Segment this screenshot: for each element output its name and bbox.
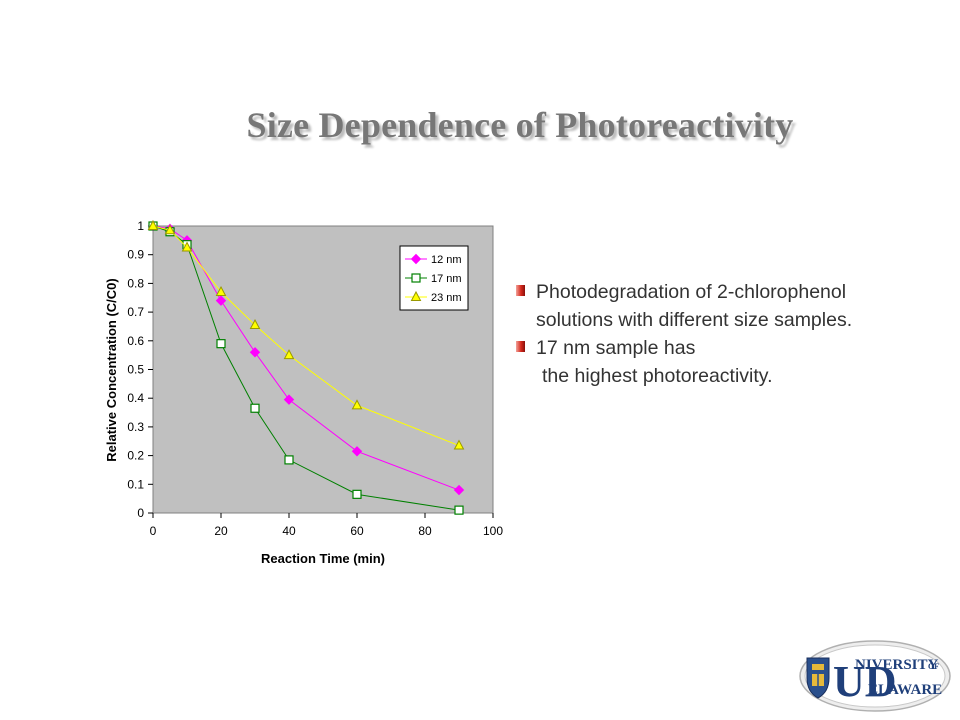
data-point: [351, 446, 363, 457]
data-point: [454, 505, 464, 515]
line-chart: 0 20 40 60 80 100 0 0.1 0.2 0.3 0.4 0.5 0.6 0.7 0.8 0.9…: [104, 219, 503, 566]
bullet-text-line: solutions with different size samples.: [536, 309, 853, 331]
y-tick-label: 0.8: [127, 276, 144, 290]
bullet-text-line: the highest photoreactivity.: [542, 365, 773, 387]
x-tick-label: 20: [214, 524, 228, 538]
x-tick-label: 80: [418, 524, 432, 538]
data-point: [284, 455, 294, 465]
data-point: [453, 484, 465, 496]
x-tick-label: 100: [483, 524, 503, 538]
data-point: [453, 439, 465, 450]
legend-item: 17 nm: [405, 273, 462, 285]
bullet-text-line: Photodegradation of 2-chlorophenol: [536, 281, 847, 303]
logo-text-of: OF: [928, 662, 939, 671]
red-bullet-icon: [516, 285, 525, 296]
data-point: [352, 489, 362, 499]
red-bullet-icon: [516, 341, 525, 352]
y-tick-label: 0.3: [127, 420, 144, 434]
data-point: [283, 349, 295, 360]
y-tick-label: 0.7: [127, 305, 144, 319]
y-tick-label: 0.2: [127, 449, 144, 463]
logo-text-university: NIVERSITY: [855, 657, 939, 673]
legend: 12 nm 17 nm 23 nm: [399, 245, 469, 311]
y-tick-label: 1: [137, 219, 144, 233]
series-layer: [147, 219, 465, 515]
legend-label: 12 nm: [431, 254, 462, 266]
bullet-item: 17 nm sample has the highest photoreacti…: [516, 334, 946, 390]
y-tick-label: 0.4: [127, 391, 144, 405]
y-tick-label: 0.5: [127, 363, 144, 377]
data-point: [249, 347, 261, 358]
data-point: [249, 318, 261, 330]
data-point: [181, 241, 193, 252]
data-point: [147, 219, 159, 230]
axes: 0 20 40 60 80 100 0 0.1 0.2 0.3 0.4 0.5 0.6 0.7 0.8 0.9…: [127, 219, 503, 538]
bullet-item: Photodegradation of 2-chlorophenol solut…: [516, 278, 946, 334]
legend-item: 12 nm: [405, 253, 462, 266]
legend-marker: [410, 253, 422, 265]
data-point: [215, 285, 227, 297]
slide-title: Size Dependence of Photoreactivity: [246, 105, 794, 145]
logo-text-delaware: ELAWARE: [868, 682, 942, 698]
x-tick-label: 40: [282, 524, 296, 538]
y-axis-label: Relative Concentration (C/C0): [104, 278, 119, 461]
data-point: [283, 394, 295, 405]
legend-marker: [410, 290, 422, 301]
shield-icon: [806, 657, 830, 699]
legend-marker: [411, 273, 421, 283]
data-point: [215, 295, 227, 306]
legend-label: 17 nm: [431, 273, 462, 285]
legend-item: 23 nm: [405, 290, 462, 304]
bullet-list: Photodegradation of 2-chlorophenol solut…: [516, 278, 946, 390]
y-tick-label: 0: [137, 506, 144, 520]
data-point: [250, 403, 260, 413]
university-of-delaware-logo: UD NIVERSITY OF ELAWARE: [799, 640, 951, 712]
logo-initial-u: UD: [833, 657, 897, 706]
series-23-nm: [147, 219, 465, 450]
data-point: [351, 399, 363, 410]
data-point: [164, 224, 176, 235]
y-tick-label: 0.1: [127, 477, 144, 491]
legend-label: 23 nm: [431, 292, 462, 304]
x-axis-label: Reaction Time (min): [261, 551, 385, 566]
y-tick-label: 0.9: [127, 248, 144, 262]
bullet-text-line: 17 nm sample has: [536, 337, 696, 359]
x-tick-label: 60: [350, 524, 364, 538]
y-tick-label: 0.6: [127, 334, 144, 348]
x-tick-label: 0: [150, 524, 157, 538]
data-point: [216, 339, 226, 349]
